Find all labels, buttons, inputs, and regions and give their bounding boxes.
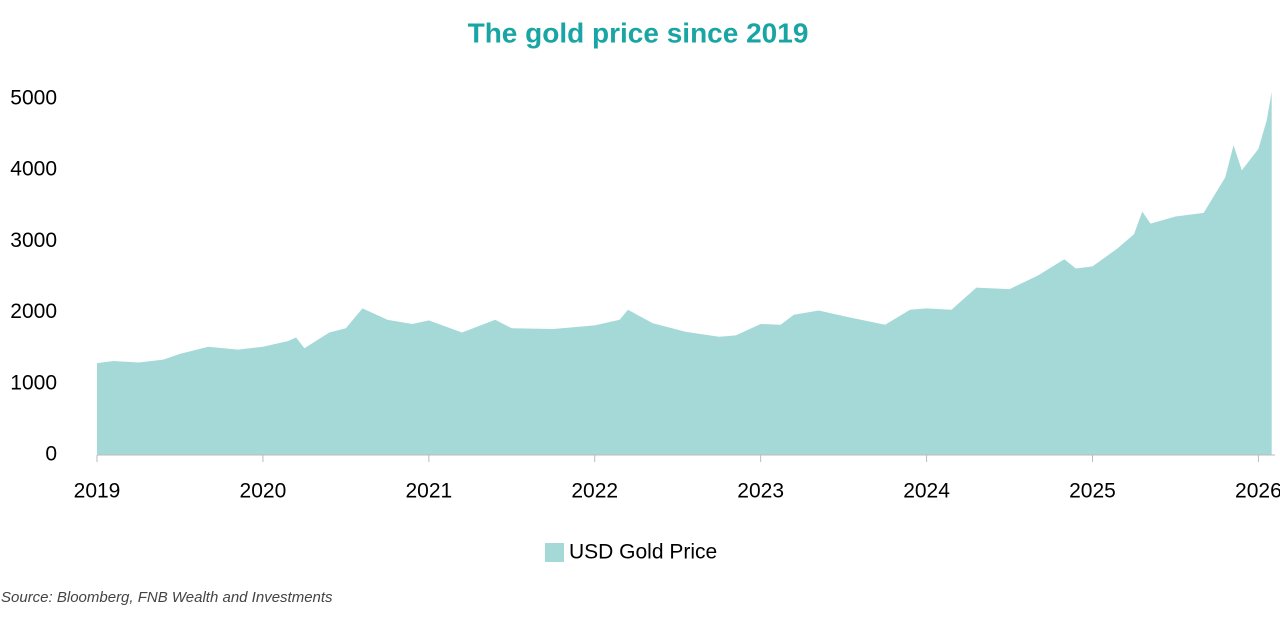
source-note: Source: Bloomberg, FNB Wealth and Invest…	[1, 589, 333, 606]
y-tick-label: 2000	[10, 300, 57, 323]
x-tick-label: 2020	[240, 480, 287, 503]
y-tick-label: 1000	[10, 371, 57, 394]
legend-swatch	[545, 543, 564, 562]
x-tick-label: 2022	[571, 480, 618, 503]
x-tick-label: 2025	[1069, 480, 1116, 503]
y-tick-label: 3000	[10, 229, 57, 252]
x-tick-label: 2019	[74, 480, 121, 503]
x-tick-label: 2026	[1235, 480, 1280, 503]
y-tick-label: 4000	[10, 158, 57, 181]
x-tick-label: 2023	[737, 480, 784, 503]
x-tick-label: 2021	[405, 480, 452, 503]
y-tick-label: 0	[45, 443, 57, 466]
legend-label: USD Gold Price	[569, 541, 717, 564]
area	[97, 91, 1272, 455]
y-tick-label: 5000	[10, 87, 57, 110]
chart-title: The gold price since 2019	[468, 17, 809, 48]
x-tick-label: 2024	[903, 480, 950, 503]
